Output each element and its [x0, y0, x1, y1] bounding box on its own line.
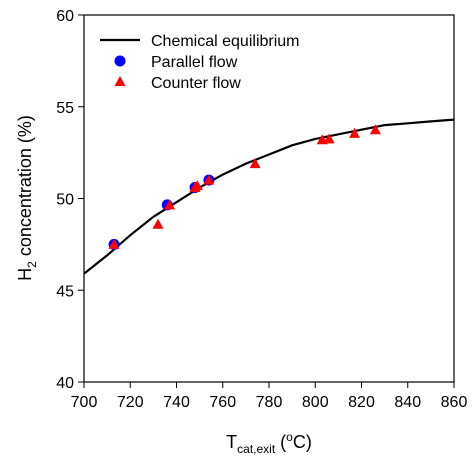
legend-label-parallel-flow: Parallel flow	[151, 54, 238, 71]
x-axis-title: Tcat,exit (oC)	[226, 430, 312, 456]
y-tick-label: 50	[56, 192, 74, 209]
x-axis-title-main: T	[226, 432, 237, 452]
y-axis-title-main: H	[15, 268, 35, 281]
x-axis-title-unit-superscript: o	[286, 430, 293, 444]
x-tick-label: 800	[302, 394, 329, 411]
y-tick-label: 60	[56, 8, 74, 25]
x-tick-label: 820	[348, 394, 375, 411]
x-tick-label: 860	[441, 394, 468, 411]
counter-flow-point	[203, 174, 215, 185]
x-axis-title-unit-close: C)	[293, 432, 312, 452]
counter-flow-point	[164, 199, 176, 210]
y-axis-ticks: 40 45 50 55 60	[56, 8, 84, 392]
y-axis-title: H2 concentration (%)	[15, 115, 39, 281]
y-tick-label: 45	[56, 283, 74, 300]
x-tick-label: 700	[71, 394, 98, 411]
counter-flow-point	[349, 127, 361, 138]
legend: Chemical equilibrium Parallel flow Count…	[100, 33, 300, 92]
counter-flow-point	[152, 218, 164, 229]
x-tick-label: 740	[163, 394, 190, 411]
plot-frame	[83, 14, 455, 383]
x-axis-title-unit-open: (	[275, 432, 286, 452]
legend-triangle-marker	[114, 76, 126, 86]
y-tick-label: 40	[56, 375, 74, 392]
series-layer	[83, 118, 455, 275]
y-axis-title-rest: concentration (%)	[15, 115, 35, 261]
x-tick-label: 760	[209, 394, 236, 411]
x-axis-title-subscript: cat,exit	[237, 442, 276, 456]
x-tick-label: 720	[117, 394, 144, 411]
y-axis-title-subscript: 2	[25, 261, 39, 268]
legend-label-counter-flow: Counter flow	[151, 75, 241, 92]
legend-circle-marker	[114, 55, 126, 67]
y-tick-label: 55	[56, 100, 74, 117]
x-axis-ticks: 700 720 740 760 780 800 820 840 860	[71, 382, 468, 411]
counter-flow-point	[191, 180, 203, 191]
legend-label-chemical-equilibrium: Chemical equilibrium	[151, 33, 300, 50]
plot-area	[83, 14, 455, 383]
x-tick-label: 840	[394, 394, 421, 411]
x-tick-label: 780	[256, 394, 283, 411]
counter-flow-point	[369, 124, 381, 135]
counter-flow-point	[108, 238, 120, 249]
counter-flow-point	[249, 158, 261, 169]
equilibrium-line	[83, 118, 455, 275]
counter-flow-point	[323, 133, 335, 144]
